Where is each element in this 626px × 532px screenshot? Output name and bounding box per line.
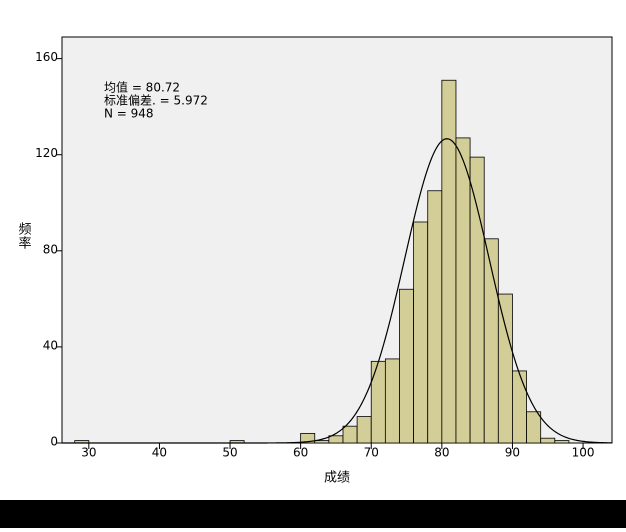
- bar: [497, 293, 513, 444]
- x-tick-label: 80: [434, 446, 449, 460]
- x-tick-label: 30: [81, 446, 96, 460]
- stat-annotation: N = 948: [104, 107, 154, 121]
- bottom-bar: [0, 500, 626, 528]
- bar: [384, 358, 400, 444]
- bar: [427, 190, 443, 444]
- x-tick-label: 40: [152, 446, 167, 460]
- y-tick-label: 120: [35, 146, 58, 160]
- bar: [441, 79, 457, 444]
- bar: [342, 425, 358, 444]
- x-tick-label: 90: [505, 446, 520, 460]
- y-tick-label: 80: [43, 242, 58, 256]
- bar: [300, 432, 316, 444]
- bar: [526, 411, 542, 444]
- x-tick-label: 60: [293, 446, 308, 460]
- bar: [469, 156, 485, 444]
- bar: [540, 437, 556, 444]
- normal-curve: [62, 138, 613, 444]
- bar: [512, 370, 527, 444]
- stat-annotation: 标准偏差. = 5.972: [104, 93, 208, 108]
- x-tick-label: 50: [222, 446, 237, 460]
- bar: [328, 435, 344, 444]
- bar: [370, 360, 386, 444]
- x-tick-label: 70: [364, 446, 379, 460]
- bar: [455, 137, 471, 444]
- bar: [413, 221, 429, 444]
- y-tick-label: 40: [43, 338, 58, 352]
- y-tick-label: 0: [50, 435, 58, 449]
- x-axis-label: 成绩: [324, 471, 350, 486]
- bar: [356, 416, 372, 444]
- x-tick-label: 100: [572, 446, 595, 460]
- bar: [399, 288, 415, 444]
- stat-annotation: 均值 = 80.72: [104, 80, 180, 95]
- bar: [554, 440, 570, 444]
- y-axis-label: 频率: [16, 222, 32, 250]
- y-tick-label: 160: [35, 50, 58, 64]
